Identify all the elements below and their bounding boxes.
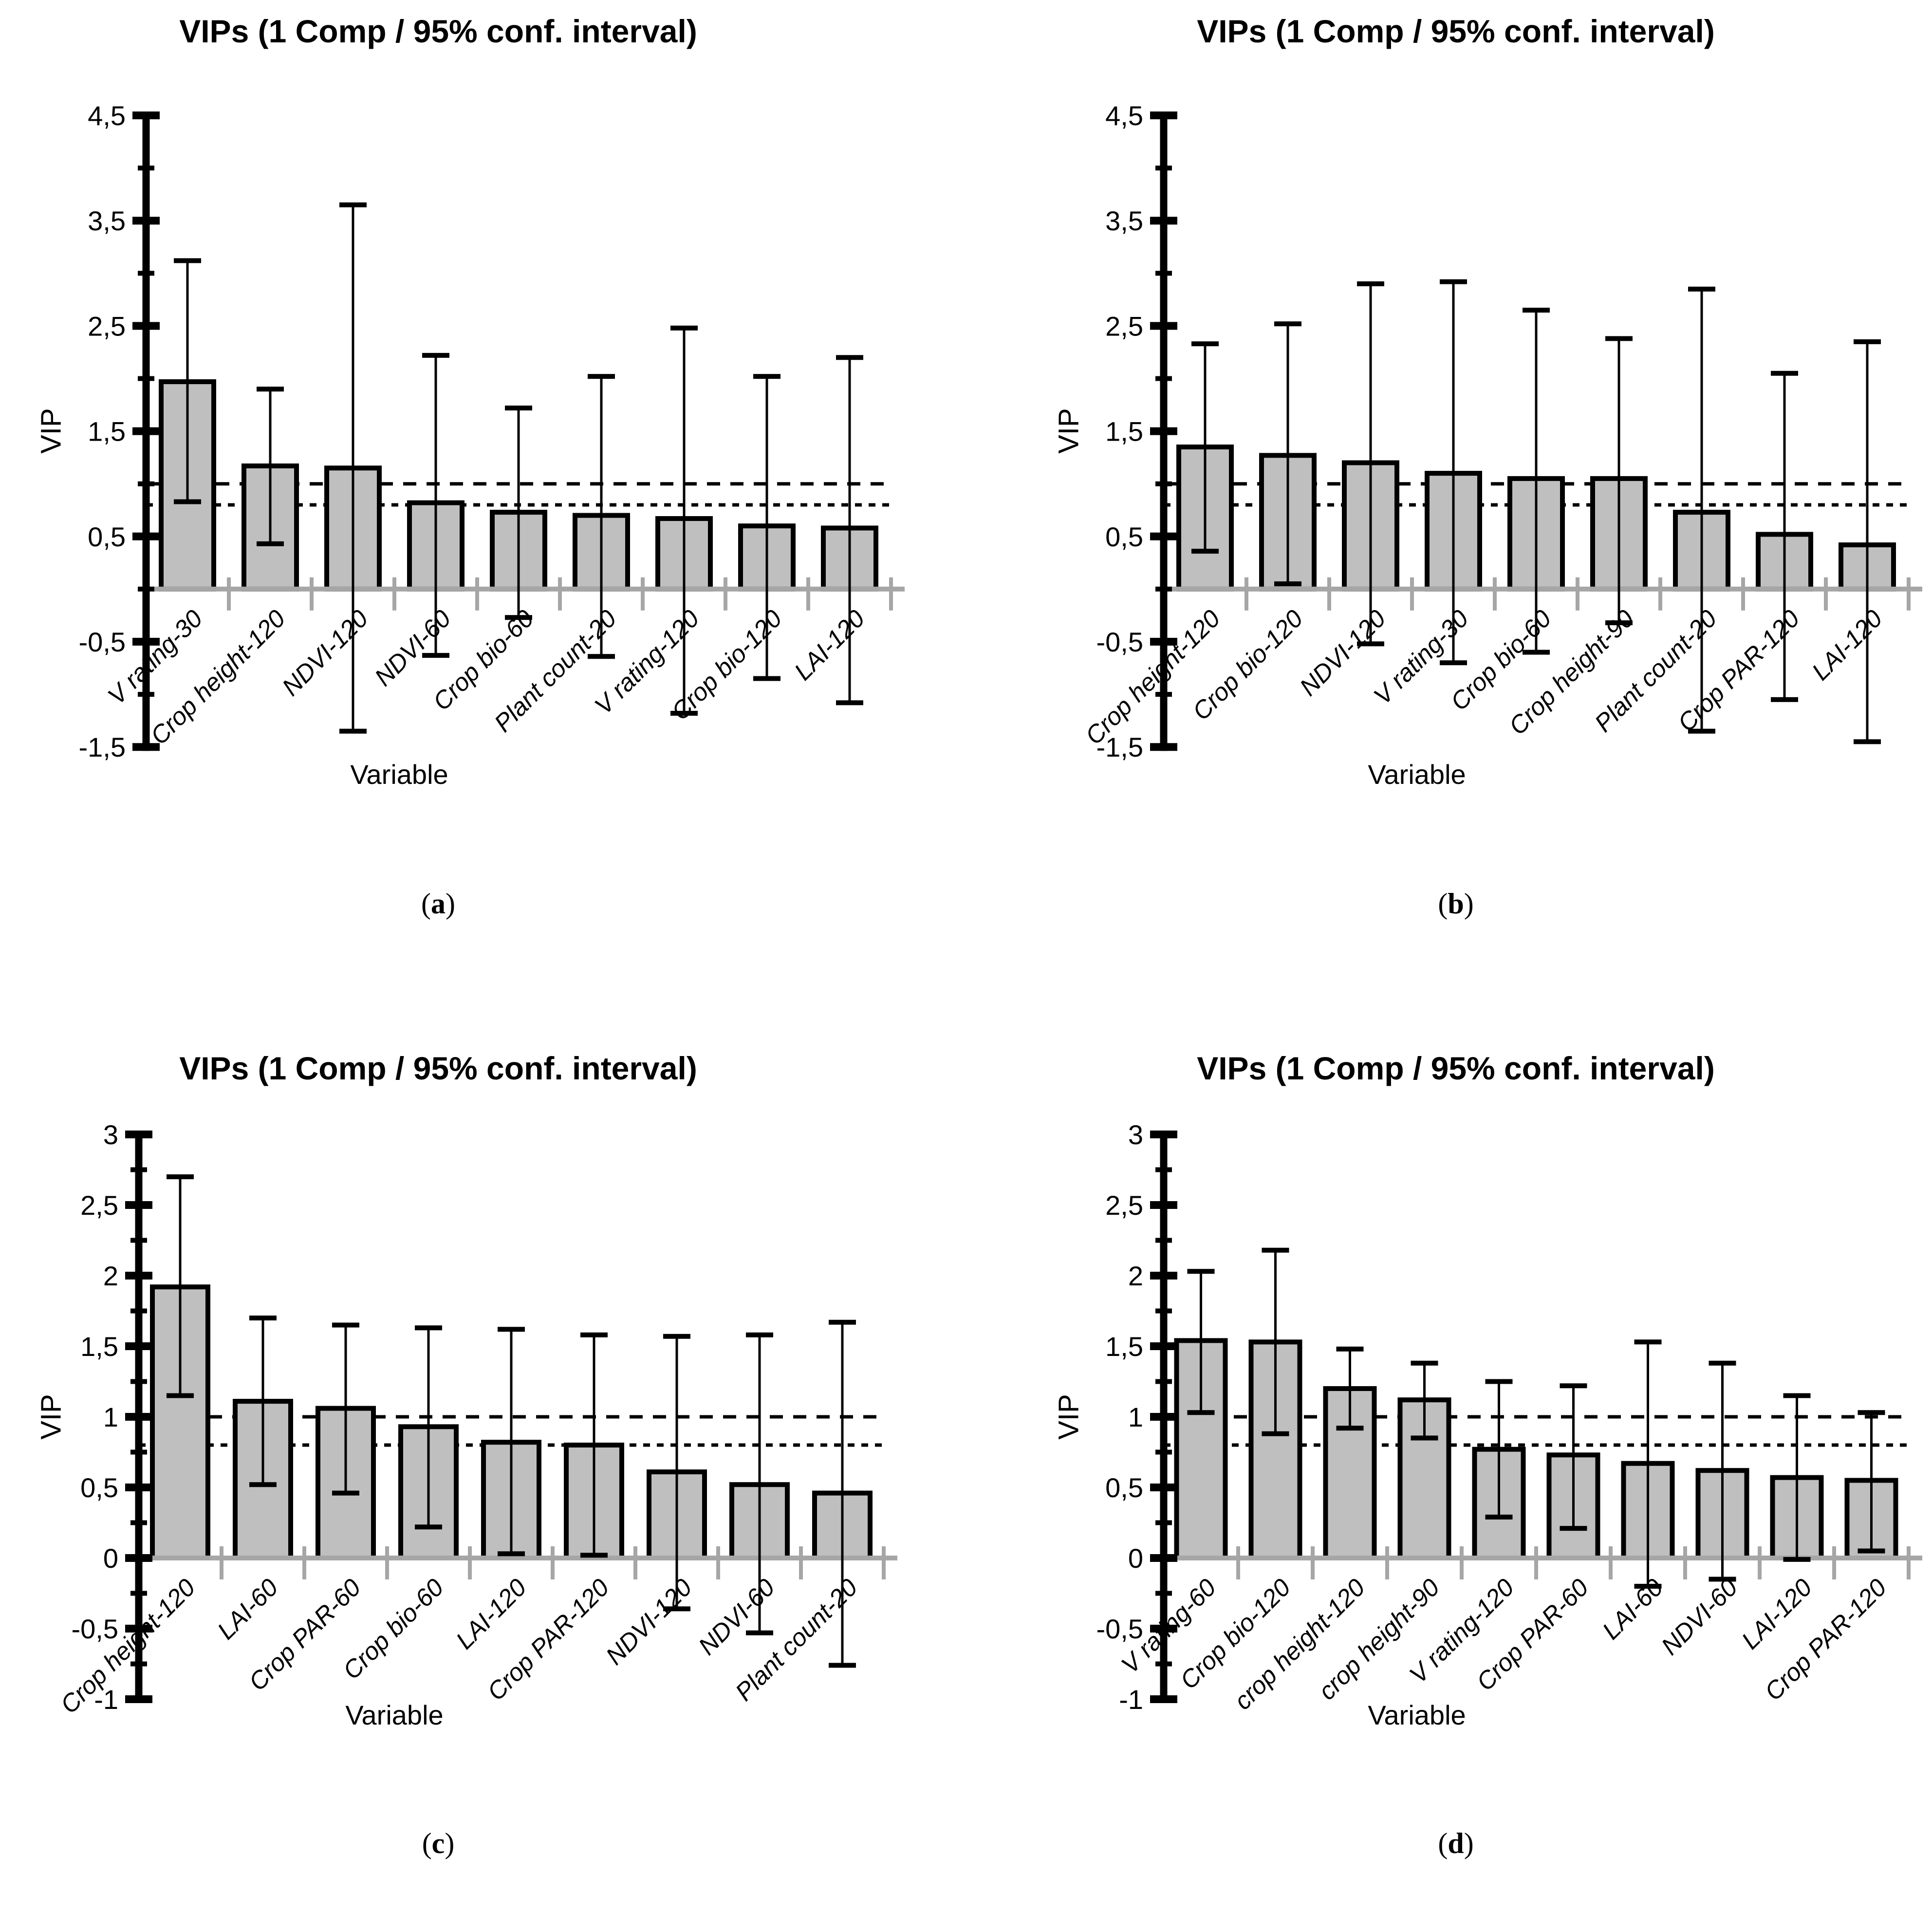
panel-b-caption: (b): [1169, 887, 1743, 921]
panel-d-caption: (d): [1169, 1827, 1743, 1860]
x-tick-label: crop height-120: [1228, 1573, 1370, 1715]
y-tick-label: 1,5: [80, 1331, 118, 1362]
y-tick-label: -1,5: [1096, 732, 1144, 762]
x-tick-label: NDVI-120: [600, 1573, 697, 1670]
y-tick-label: -0,5: [72, 1614, 119, 1644]
y-tick-label: 0,5: [88, 521, 126, 552]
y-tick-label: -0,5: [1096, 627, 1144, 657]
y-tick-label: 2: [103, 1261, 118, 1291]
caption-close: ): [445, 1827, 455, 1859]
panel-b-title: VIPs (1 Comp / 95% conf. interval): [1197, 13, 1715, 49]
panel-c-caption: (c): [151, 1827, 725, 1860]
y-tick-label: 1,5: [1105, 1331, 1143, 1362]
x-tick-label: LAI-120: [789, 604, 870, 686]
y-tick-label: 3: [103, 1119, 118, 1150]
y-tick-label: 2,5: [88, 311, 126, 341]
panel-d-x-axis-label: Variable: [1368, 1700, 1466, 1730]
panel-d-y-axis-label: VIP: [1053, 1394, 1085, 1440]
x-tick-label: NDVI-120: [277, 604, 373, 701]
caption-open: (: [1438, 1827, 1448, 1859]
y-tick-label: 4,5: [88, 100, 126, 131]
x-tick-label: NDVI-60: [369, 604, 456, 691]
caption-letter: b: [1448, 888, 1464, 920]
y-tick-label: 2,5: [1105, 1190, 1143, 1221]
caption-letter: a: [431, 888, 446, 920]
panel-c-y-axis-label: VIP: [35, 1394, 67, 1440]
y-tick-label: 2,5: [80, 1190, 118, 1221]
panel-c-title: VIPs (1 Comp / 95% conf. interval): [179, 1050, 697, 1086]
y-tick-label: 2: [1128, 1261, 1143, 1291]
y-tick-label: 3,5: [88, 205, 126, 236]
x-tick-label: LAI-60: [212, 1573, 283, 1645]
panel-a-x-axis-label: Variable: [350, 759, 448, 790]
x-tick-label: LAI-120: [450, 1573, 532, 1654]
y-tick-label: -0,5: [79, 627, 126, 657]
caption-close: ): [446, 888, 455, 920]
x-tick-label: LAI-120: [1806, 604, 1888, 686]
y-tick-label: 0,5: [1105, 521, 1143, 552]
y-tick-label: 1: [1128, 1402, 1143, 1432]
x-tick-label: NDVI-60: [693, 1573, 780, 1660]
caption-close: ): [1464, 1827, 1474, 1859]
caption-open: (: [421, 888, 431, 920]
y-tick-label: 4,5: [1105, 100, 1143, 131]
y-tick-label: 3,5: [1105, 205, 1143, 236]
x-tick-label: LAI-60: [1597, 1573, 1669, 1645]
y-tick-label: 2,5: [1105, 311, 1143, 341]
y-tick-label: 0: [103, 1543, 118, 1574]
y-tick-label: -1: [94, 1684, 118, 1715]
panel-b-x-axis-label: Variable: [1368, 759, 1466, 790]
y-tick-label: 1: [103, 1402, 118, 1432]
y-tick-label: 1,5: [88, 416, 126, 447]
caption-close: ): [1464, 888, 1474, 920]
y-tick-label: 3: [1128, 1119, 1143, 1150]
caption-open: (: [1438, 888, 1448, 920]
panel-a-y-axis-label: VIP: [35, 408, 67, 454]
caption-open: (: [422, 1827, 432, 1859]
y-tick-label: -1,5: [79, 732, 126, 762]
panel-c-x-axis-label: Variable: [345, 1700, 444, 1730]
caption-letter: c: [431, 1827, 445, 1859]
y-tick-label: 1,5: [1105, 416, 1143, 447]
y-tick-label: -1: [1119, 1684, 1143, 1715]
panel-b-y-axis-label: VIP: [1053, 408, 1085, 454]
panel-a-title: VIPs (1 Comp / 95% conf. interval): [179, 13, 697, 49]
panel-a-caption: (a): [151, 887, 725, 921]
y-tick-label: 0: [1128, 1543, 1143, 1574]
panel-d-title: VIPs (1 Comp / 95% conf. interval): [1197, 1050, 1715, 1086]
y-tick-label: 0,5: [80, 1472, 118, 1503]
y-tick-label: -0,5: [1096, 1614, 1144, 1644]
caption-letter: d: [1448, 1827, 1464, 1859]
y-tick-label: 0,5: [1105, 1472, 1143, 1503]
x-tick-label: NDVI-60: [1656, 1573, 1743, 1660]
